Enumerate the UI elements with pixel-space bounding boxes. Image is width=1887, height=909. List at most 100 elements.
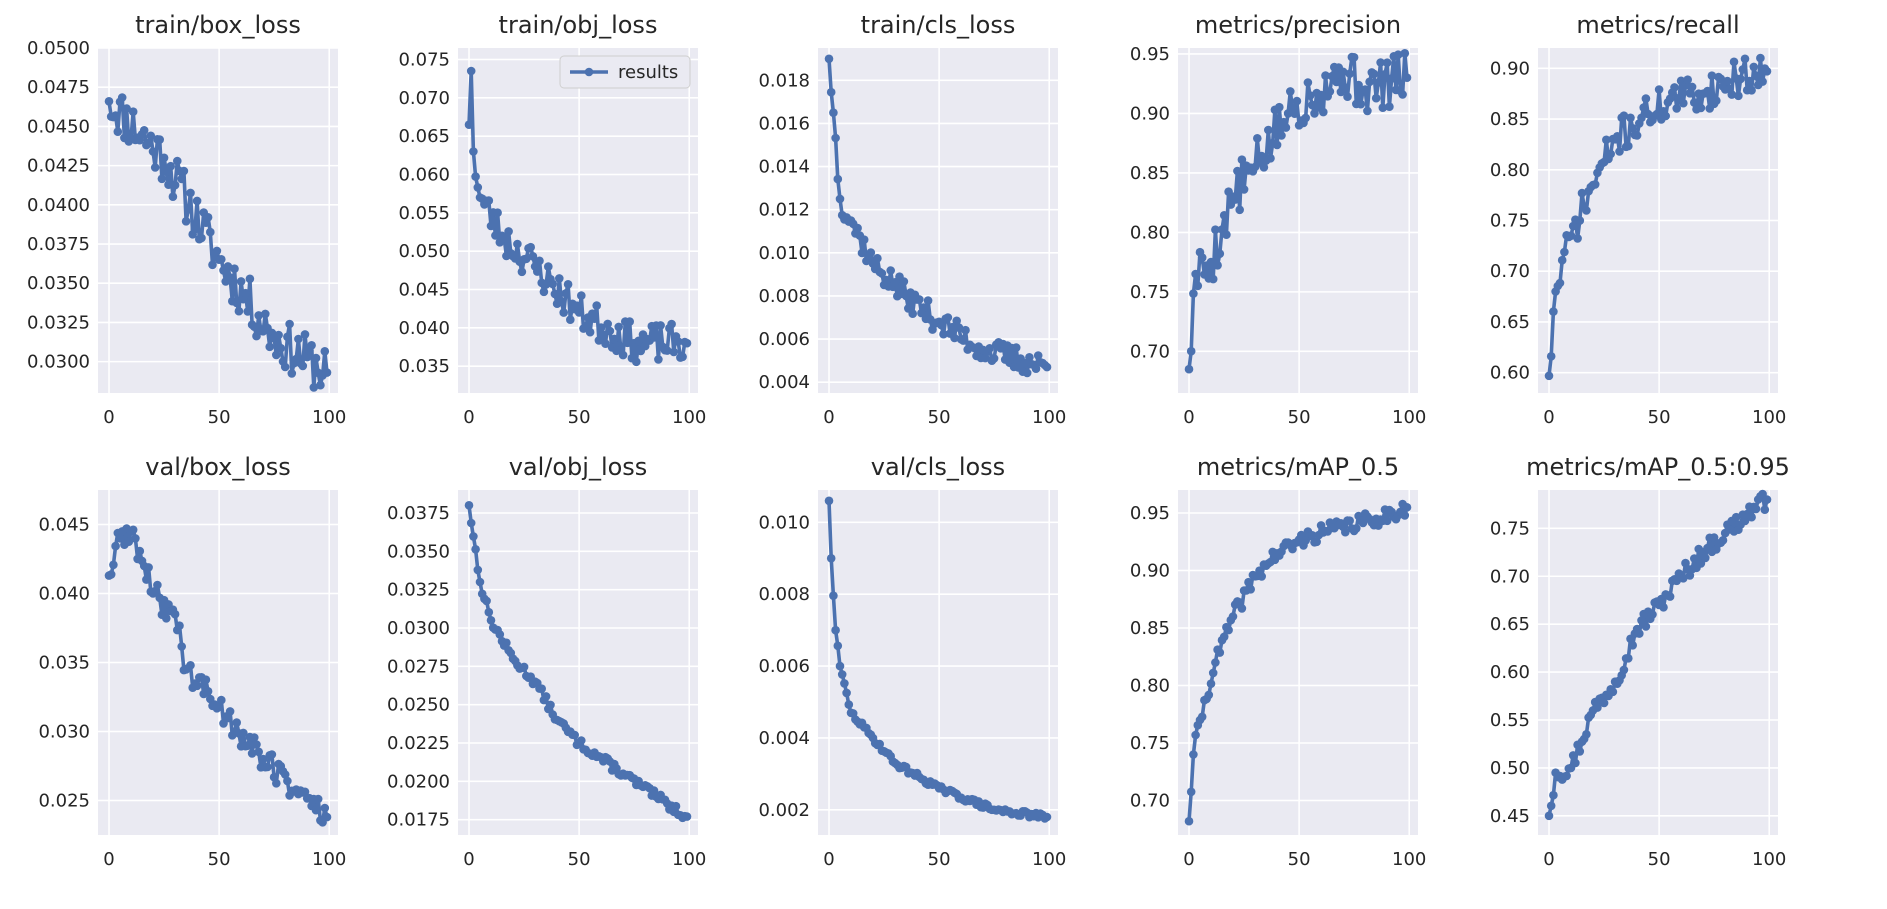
- data-point: [577, 291, 586, 300]
- data-point: [177, 642, 186, 651]
- data-point: [563, 280, 573, 289]
- data-point: [829, 591, 838, 600]
- data-point: [150, 163, 160, 172]
- data-point: [835, 661, 845, 671]
- y-tick-label: 0.70: [1490, 261, 1530, 282]
- data-point: [177, 174, 186, 184]
- data-point: [1760, 505, 1770, 514]
- data-point: [610, 334, 619, 344]
- series-markers: [1544, 53, 1772, 381]
- x-tick-label: 50: [208, 849, 231, 870]
- data-point: [232, 298, 241, 308]
- data-point: [537, 684, 546, 693]
- y-tick-label: 0.060: [398, 165, 450, 186]
- data-point: [1343, 92, 1352, 101]
- data-point: [1371, 93, 1381, 103]
- data-point: [596, 323, 606, 332]
- data-point: [1560, 247, 1569, 257]
- data-point: [1575, 216, 1585, 225]
- y-tick-label: 0.0350: [27, 273, 90, 294]
- data-point: [517, 267, 527, 277]
- data-point: [1246, 585, 1255, 594]
- data-point: [482, 596, 491, 606]
- data-point: [322, 812, 332, 822]
- chart-panel-8: 0 50 100 0.70 0.75 0.80 0.85 0.90 0.95 metrics/mA…: [1130, 453, 1426, 870]
- data-point: [1224, 625, 1233, 635]
- chart-panel-0: 0 50 100 0.0300 0.0325 0.0350 0.0375 0.0400 0.04…: [27, 11, 346, 428]
- data-point: [1382, 516, 1392, 526]
- y-tick-label: 0.035: [398, 356, 450, 377]
- data-point: [1639, 103, 1648, 112]
- x-tick-label: 100: [1752, 849, 1786, 870]
- data-point: [1571, 758, 1580, 768]
- data-point: [572, 301, 582, 311]
- data-point: [1191, 269, 1200, 279]
- data-point: [1206, 679, 1216, 688]
- data-point: [203, 213, 213, 222]
- data-point: [882, 275, 891, 285]
- data-point: [826, 87, 836, 97]
- data-point: [243, 741, 252, 750]
- x-tick-label: 0: [823, 407, 834, 428]
- y-tick-label: 0.85: [1130, 618, 1170, 639]
- data-point: [214, 702, 224, 711]
- y-tick-label: 0.70: [1130, 791, 1170, 812]
- data-point: [192, 196, 202, 206]
- data-point: [106, 570, 116, 579]
- x-tick-label: 100: [1032, 849, 1066, 870]
- y-tick-label: 0.70: [1490, 566, 1530, 587]
- y-tick-label: 0.80: [1490, 160, 1530, 181]
- data-point: [464, 501, 474, 510]
- data-point: [682, 812, 692, 821]
- data-point: [484, 607, 494, 617]
- data-point: [1544, 371, 1554, 381]
- data-point: [217, 695, 226, 705]
- y-tick-label: 0.60: [1490, 662, 1530, 683]
- data-point: [223, 262, 233, 271]
- y-tick-label: 0.80: [1130, 676, 1170, 697]
- data-point: [632, 357, 641, 367]
- data-point: [1546, 801, 1556, 811]
- data-point: [1186, 346, 1196, 356]
- data-point: [1751, 71, 1761, 81]
- x-tick-label: 0: [823, 849, 834, 870]
- data-point: [1672, 104, 1681, 113]
- data-point: [566, 315, 575, 325]
- data-point: [1239, 185, 1249, 194]
- data-point: [1745, 76, 1754, 86]
- y-tick-label: 0.90: [1130, 103, 1170, 124]
- data-point: [1703, 86, 1712, 96]
- data-point: [1701, 553, 1710, 563]
- data-point: [1665, 592, 1675, 601]
- data-point: [1382, 58, 1392, 67]
- data-point: [1582, 206, 1591, 215]
- y-tick-label: 0.055: [398, 203, 450, 224]
- data-point: [274, 330, 283, 340]
- data-point: [300, 787, 310, 797]
- data-point: [1025, 353, 1034, 362]
- data-point: [535, 256, 544, 266]
- x-tick-label: 100: [1392, 407, 1426, 428]
- data-point: [555, 274, 564, 283]
- data-point: [276, 343, 286, 353]
- data-point: [1230, 195, 1240, 204]
- data-point: [471, 172, 480, 181]
- data-point: [1641, 94, 1651, 103]
- data-point: [285, 319, 294, 329]
- data-point: [1213, 261, 1222, 270]
- y-tick-label: 0.0350: [387, 541, 450, 562]
- y-tick-label: 0.0500: [27, 38, 90, 59]
- data-point: [673, 337, 683, 346]
- data-point: [234, 306, 244, 316]
- data-point: [1747, 512, 1756, 522]
- data-point: [298, 361, 308, 371]
- data-point: [1557, 255, 1567, 265]
- data-point: [989, 354, 999, 363]
- data-point: [513, 239, 522, 249]
- data-point: [128, 107, 138, 116]
- y-tick-label: 0.006: [758, 656, 810, 677]
- data-point: [1690, 554, 1699, 563]
- data-point: [959, 336, 968, 345]
- data-point: [225, 273, 235, 282]
- data-point: [829, 108, 838, 117]
